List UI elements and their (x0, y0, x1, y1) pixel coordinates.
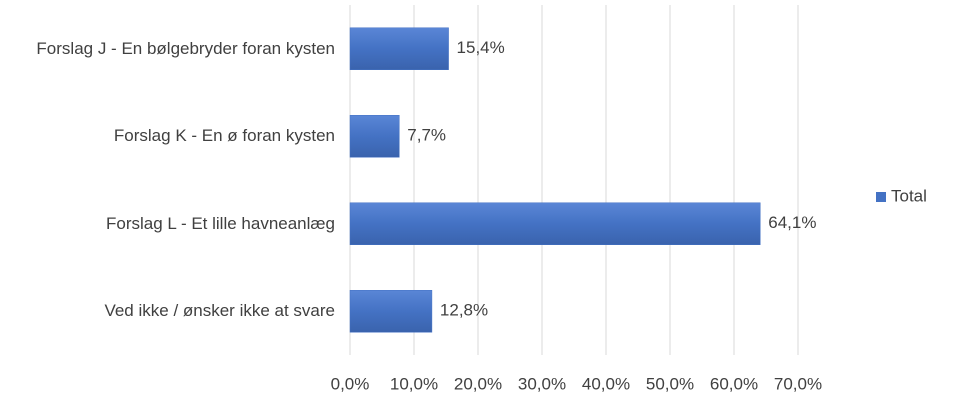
bar (349, 27, 449, 70)
data-label: 64,1% (768, 213, 816, 232)
data-label: 15,4% (457, 38, 505, 57)
legend-label: Total (891, 186, 927, 205)
bar (349, 202, 761, 245)
x-tick-label: 20,0% (454, 374, 502, 393)
bar (349, 290, 433, 333)
y-tick-label: Forslag K - En ø foran kysten (5, 124, 335, 148)
x-tick-label: 60,0% (710, 374, 758, 393)
x-tick-label: 50,0% (646, 374, 694, 393)
y-tick-text: Forslag K - En ø foran kysten (113, 126, 335, 146)
bar (349, 115, 400, 158)
data-label: 12,8% (440, 301, 488, 320)
legend-swatch (876, 192, 886, 202)
y-tick-label: Ved ikke / ønsker ikke at svare (5, 299, 335, 323)
x-tick-label: 0,0% (331, 374, 370, 393)
x-tick-label: 10,0% (390, 374, 438, 393)
data-label: 7,7% (407, 126, 446, 145)
y-tick-text: Ved ikke / ønsker ikke at svare (104, 301, 335, 321)
y-tick-label: Forslag L - Et lille havneanlæg (5, 212, 335, 236)
x-tick-label: 40,0% (582, 374, 630, 393)
y-tick-label: Forslag J - En bølgebryder foran kysten (5, 37, 335, 61)
x-tick-label: 30,0% (518, 374, 566, 393)
x-tick-label: 70,0% (774, 374, 822, 393)
y-tick-text: Forslag J - En bølgebryder foran kysten (36, 38, 335, 58)
y-tick-text: Forslag L - Et lille havneanlæg (106, 213, 335, 233)
